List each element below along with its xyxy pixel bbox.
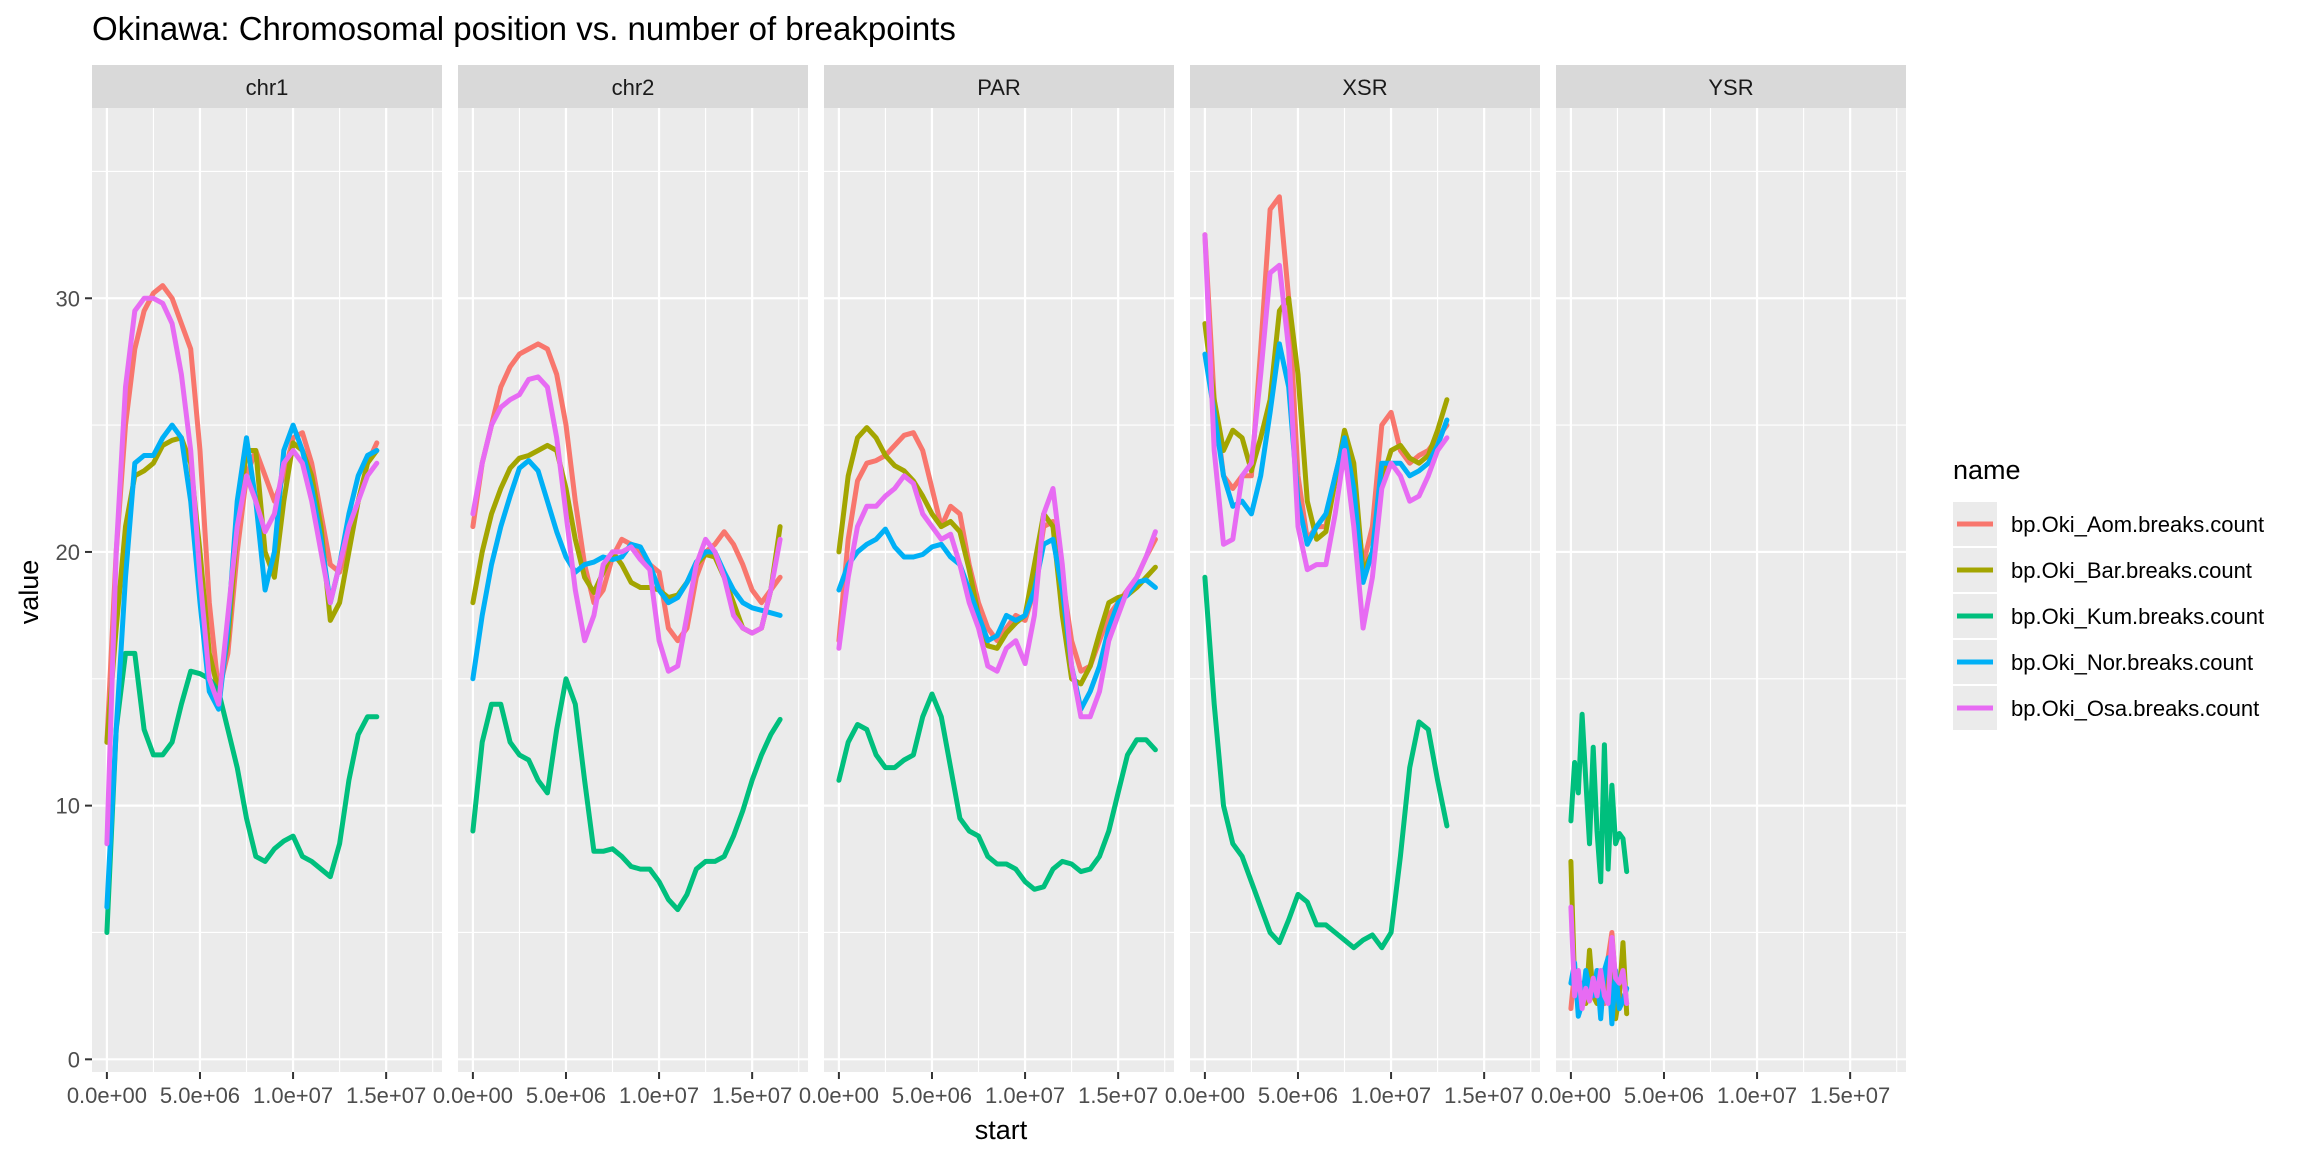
x-tick-label: 1.5e+07 <box>712 1083 792 1108</box>
series-line-bp-oki-kum-breaks-count <box>836 691 1158 892</box>
x-tick-label: 5.0e+06 <box>892 1083 972 1108</box>
y-tick-label: 0 <box>68 1047 80 1072</box>
x-tick-label: 5.0e+06 <box>1624 1083 1704 1108</box>
legend-item: bp.Oki_Aom.breaks.count <box>1953 502 2264 546</box>
legend-label: bp.Oki_Bar.breaks.count <box>2011 558 2252 583</box>
legend-label: bp.Oki_Kum.breaks.count <box>2011 604 2264 629</box>
series-line-bp-oki-nor-breaks-count <box>1202 341 1450 585</box>
legend-item: bp.Oki_Bar.breaks.count <box>1953 548 2252 592</box>
y-axis: 0 10 20 30 <box>56 286 92 1072</box>
facet-strip-label: chr1 <box>246 75 289 100</box>
legend-label: bp.Oki_Osa.breaks.count <box>2011 696 2259 721</box>
facet-panel-ysr: YSR <box>1556 65 1906 1072</box>
facet-strip <box>1190 65 1540 108</box>
y-tick-label: 10 <box>56 794 80 819</box>
x-axis: 0.0e+00 5.0e+06 1.0e+07 1.5e+07 0.0e+00 5.0e+… <box>67 1072 1890 1108</box>
legend: name bp.Oki_Aom.breaks.count bp.Oki_Bar.b… <box>1953 455 2264 730</box>
facet-panel-chr2: chr2 <box>458 65 808 1072</box>
panel-background <box>1556 108 1906 1072</box>
panel-background <box>824 108 1174 1072</box>
x-tick-label: 1.0e+07 <box>985 1083 1065 1108</box>
series-line-bp-oki-osa-breaks-count <box>470 374 783 674</box>
y-tick-label: 30 <box>56 286 80 311</box>
x-tick-label: 1.0e+07 <box>253 1083 333 1108</box>
x-tick-label: 1.0e+07 <box>1351 1083 1431 1108</box>
series-line-bp-oki-osa-breaks-count <box>836 473 1158 720</box>
facet-panel-chr1: chr1 <box>92 65 442 1072</box>
series-line-bp-oki-kum-breaks-count <box>1568 711 1630 885</box>
facet-panels: chr1 chr2 PAR XSR YSR <box>92 65 1906 1072</box>
x-tick-label: 1.0e+07 <box>619 1083 699 1108</box>
y-axis-title: value <box>14 560 44 625</box>
x-tick-label: 0.0e+00 <box>433 1083 513 1108</box>
series-line-bp-oki-aom-breaks-count <box>470 341 783 644</box>
series-line-bp-oki-nor-breaks-count <box>836 526 1158 712</box>
panel-background <box>458 108 808 1072</box>
facet-strip <box>458 65 808 108</box>
x-tick-label: 1.5e+07 <box>1078 1083 1158 1108</box>
series-line-bp-oki-bar-breaks-count <box>836 425 1158 687</box>
x-tick-label: 5.0e+06 <box>1258 1083 1338 1108</box>
legend-item: bp.Oki_Osa.breaks.count <box>1953 686 2259 730</box>
x-tick-label: 0.0e+00 <box>1165 1083 1245 1108</box>
x-tick-label: 0.0e+00 <box>67 1083 147 1108</box>
panel-background <box>1190 108 1540 1072</box>
series-line-bp-oki-kum-breaks-count <box>104 650 380 935</box>
facet-strip-label: YSR <box>1708 75 1753 100</box>
facet-strip-label: chr2 <box>612 75 655 100</box>
facet-panel-xsr: XSR <box>1190 65 1540 1072</box>
x-tick-label: 0.0e+00 <box>1531 1083 1611 1108</box>
series-line-bp-oki-bar-breaks-count <box>1202 295 1450 575</box>
legend-label: bp.Oki_Aom.breaks.count <box>2011 512 2264 537</box>
series-line-bp-oki-osa-breaks-count <box>1568 904 1630 1012</box>
chart-title: Okinawa: Chromosomal position vs. number… <box>92 10 956 47</box>
x-tick-label: 0.0e+00 <box>799 1083 879 1108</box>
series-line-bp-oki-kum-breaks-count <box>1202 574 1450 951</box>
facet-strip <box>1556 65 1906 108</box>
facet-strip <box>824 65 1174 108</box>
x-tick-label: 1.5e+07 <box>346 1083 426 1108</box>
series-line-bp-oki-kum-breaks-count <box>470 676 783 913</box>
x-tick-label: 5.0e+06 <box>526 1083 606 1108</box>
legend-title: name <box>1953 455 2021 485</box>
x-tick-label: 1.5e+07 <box>1810 1083 1890 1108</box>
facet-strip-label: XSR <box>1342 75 1387 100</box>
y-tick-label: 20 <box>56 540 80 565</box>
facet-strip <box>92 65 442 108</box>
x-axis-title: start <box>975 1115 1028 1145</box>
legend-label: bp.Oki_Nor.breaks.count <box>2011 650 2253 675</box>
x-tick-label: 5.0e+06 <box>160 1083 240 1108</box>
series-line-bp-oki-osa-breaks-count <box>1202 232 1450 631</box>
x-tick-label: 1.0e+07 <box>1717 1083 1797 1108</box>
x-tick-label: 1.5e+07 <box>1444 1083 1524 1108</box>
series-line-bp-oki-osa-breaks-count <box>104 295 380 847</box>
legend-item: bp.Oki_Nor.breaks.count <box>1953 640 2253 684</box>
legend-item: bp.Oki_Kum.breaks.count <box>1953 594 2264 638</box>
facet-strip-label: PAR <box>977 75 1021 100</box>
facet-panel-par: PAR <box>824 65 1174 1072</box>
series-line-bp-oki-aom-breaks-count <box>836 430 1158 674</box>
